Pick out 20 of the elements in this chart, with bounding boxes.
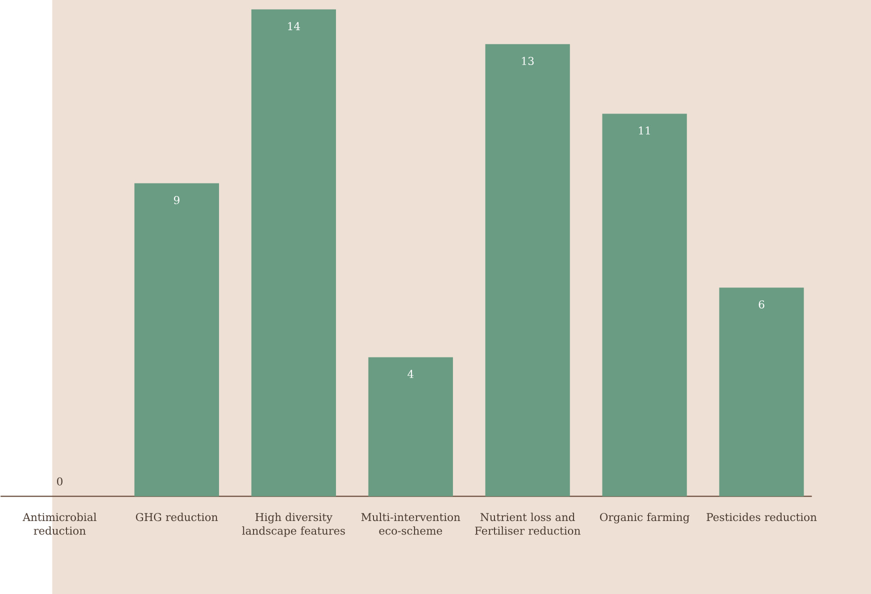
bar — [719, 288, 804, 496]
x-tick-label: Nutrient loss and Fertiliser reduction — [475, 512, 580, 535]
bar — [485, 44, 570, 496]
data-label: 0 — [57, 477, 62, 486]
data-label: 11 — [639, 126, 650, 134]
x-tick-label: GHG reduction — [136, 512, 218, 522]
bar — [602, 114, 687, 496]
data-label: 13 — [522, 56, 534, 65]
bar — [134, 183, 220, 496]
bar — [251, 9, 336, 496]
x-tick-label: Antimicrobial reduction — [22, 512, 96, 535]
x-tick-label: Organic farming — [600, 512, 690, 524]
bar — [368, 357, 453, 496]
data-label: 4 — [408, 370, 414, 378]
data-label: 14 — [288, 22, 300, 30]
x-tick-label: Pesticides reduction — [706, 512, 817, 522]
data-label: 9 — [174, 196, 180, 204]
x-tick-label: Multi-intervention eco-scheme — [361, 512, 460, 535]
data-label: 6 — [758, 300, 764, 308]
x-tick-label: High diversity landscape features — [242, 512, 345, 537]
